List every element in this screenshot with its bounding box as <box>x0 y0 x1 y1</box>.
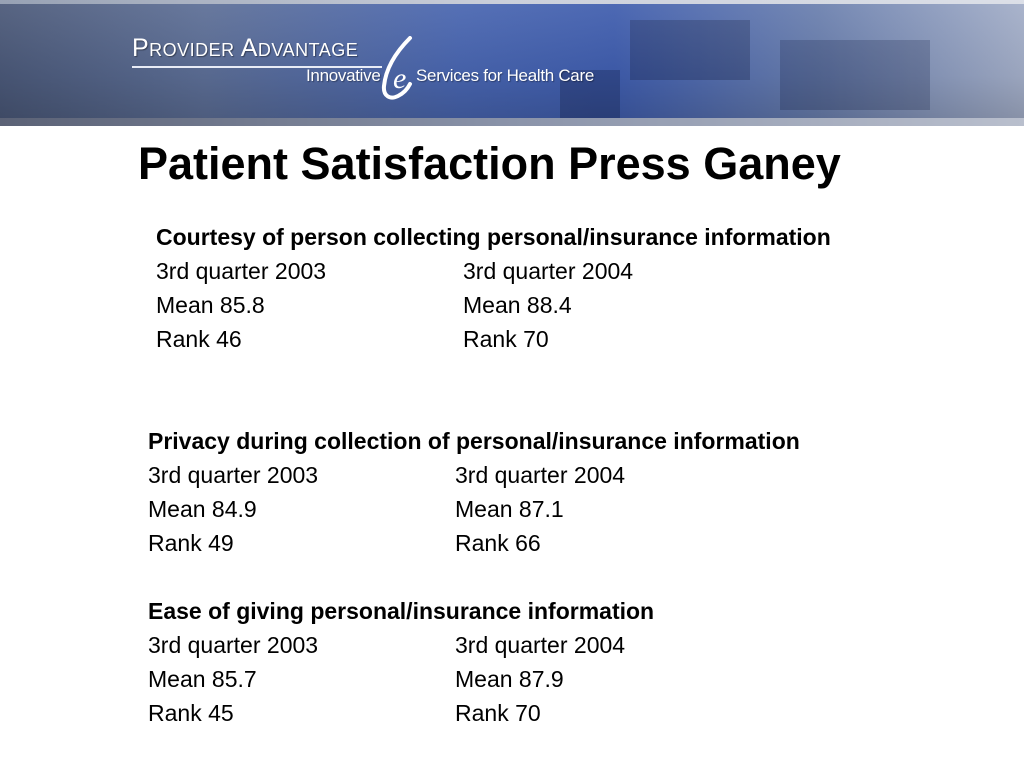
value-2004: Rank 70 <box>463 326 549 352</box>
rank-row: Rank 45 Rank 70 <box>148 696 988 730</box>
value-2004: 3rd quarter 2004 <box>463 258 634 284</box>
value-2003: Mean 85.8 <box>156 292 265 318</box>
banner-bottom-strip <box>0 118 1024 126</box>
e-swoosh-icon: e <box>381 36 412 100</box>
mean-row: Mean 84.9 Mean 87.1 <box>148 492 988 526</box>
value-2004: Mean 88.4 <box>463 292 572 318</box>
tagline-services: Services for Health Care <box>416 66 594 85</box>
background-window-shape <box>630 20 750 80</box>
value-2003: Rank 46 <box>156 326 242 352</box>
value-2004: Rank 70 <box>455 700 541 726</box>
value-2004: Mean 87.1 <box>455 496 564 522</box>
brand-name: Provider Advantage <box>132 34 359 62</box>
quarter-row: 3rd quarter 2003 3rd quarter 2004 <box>148 628 988 662</box>
survey-section-ease: Ease of giving personal/insurance inform… <box>148 594 988 730</box>
background-window-shape <box>780 40 930 110</box>
value-2003: 3rd quarter 2003 <box>156 258 327 284</box>
value-2003: 3rd quarter 2003 <box>148 462 319 488</box>
value-2004: 3rd quarter 2004 <box>455 462 626 488</box>
mean-row: Mean 85.8 Mean 88.4 <box>156 288 876 322</box>
value-2004: 3rd quarter 2004 <box>455 632 626 658</box>
section-heading: Courtesy of person collecting personal/i… <box>156 224 831 250</box>
value-2003: Rank 45 <box>148 700 234 726</box>
value-2004: Mean 87.9 <box>455 666 564 692</box>
section-heading: Ease of giving personal/insurance inform… <box>148 598 655 624</box>
quarter-row: 3rd quarter 2003 3rd quarter 2004 <box>148 458 988 492</box>
quarter-row: 3rd quarter 2003 3rd quarter 2004 <box>156 254 876 288</box>
logo-letter: e <box>393 62 406 95</box>
banner-top-line <box>0 0 1024 4</box>
value-2003: 3rd quarter 2003 <box>148 632 319 658</box>
background-window-shape <box>560 70 620 120</box>
tagline-innovative: Innovative <box>306 66 381 85</box>
mean-row: Mean 85.7 Mean 87.9 <box>148 662 988 696</box>
header-banner: Provider Advantage Innovative e Services… <box>0 0 1024 126</box>
section-heading: Privacy during collection of personal/in… <box>148 428 800 454</box>
survey-section-courtesy: Courtesy of person collecting personal/i… <box>156 220 876 356</box>
survey-section-privacy: Privacy during collection of personal/in… <box>148 424 988 560</box>
page-title: Patient Satisfaction Press Ganey <box>138 138 841 189</box>
value-2003: Rank 49 <box>148 530 234 556</box>
value-2004: Rank 66 <box>455 530 541 556</box>
banner-shade <box>0 0 1024 126</box>
value-2003: Mean 84.9 <box>148 496 257 522</box>
rank-row: Rank 46 Rank 70 <box>156 322 876 356</box>
rank-row: Rank 49 Rank 66 <box>148 526 988 560</box>
brand-underline <box>132 66 382 68</box>
value-2003: Mean 85.7 <box>148 666 257 692</box>
